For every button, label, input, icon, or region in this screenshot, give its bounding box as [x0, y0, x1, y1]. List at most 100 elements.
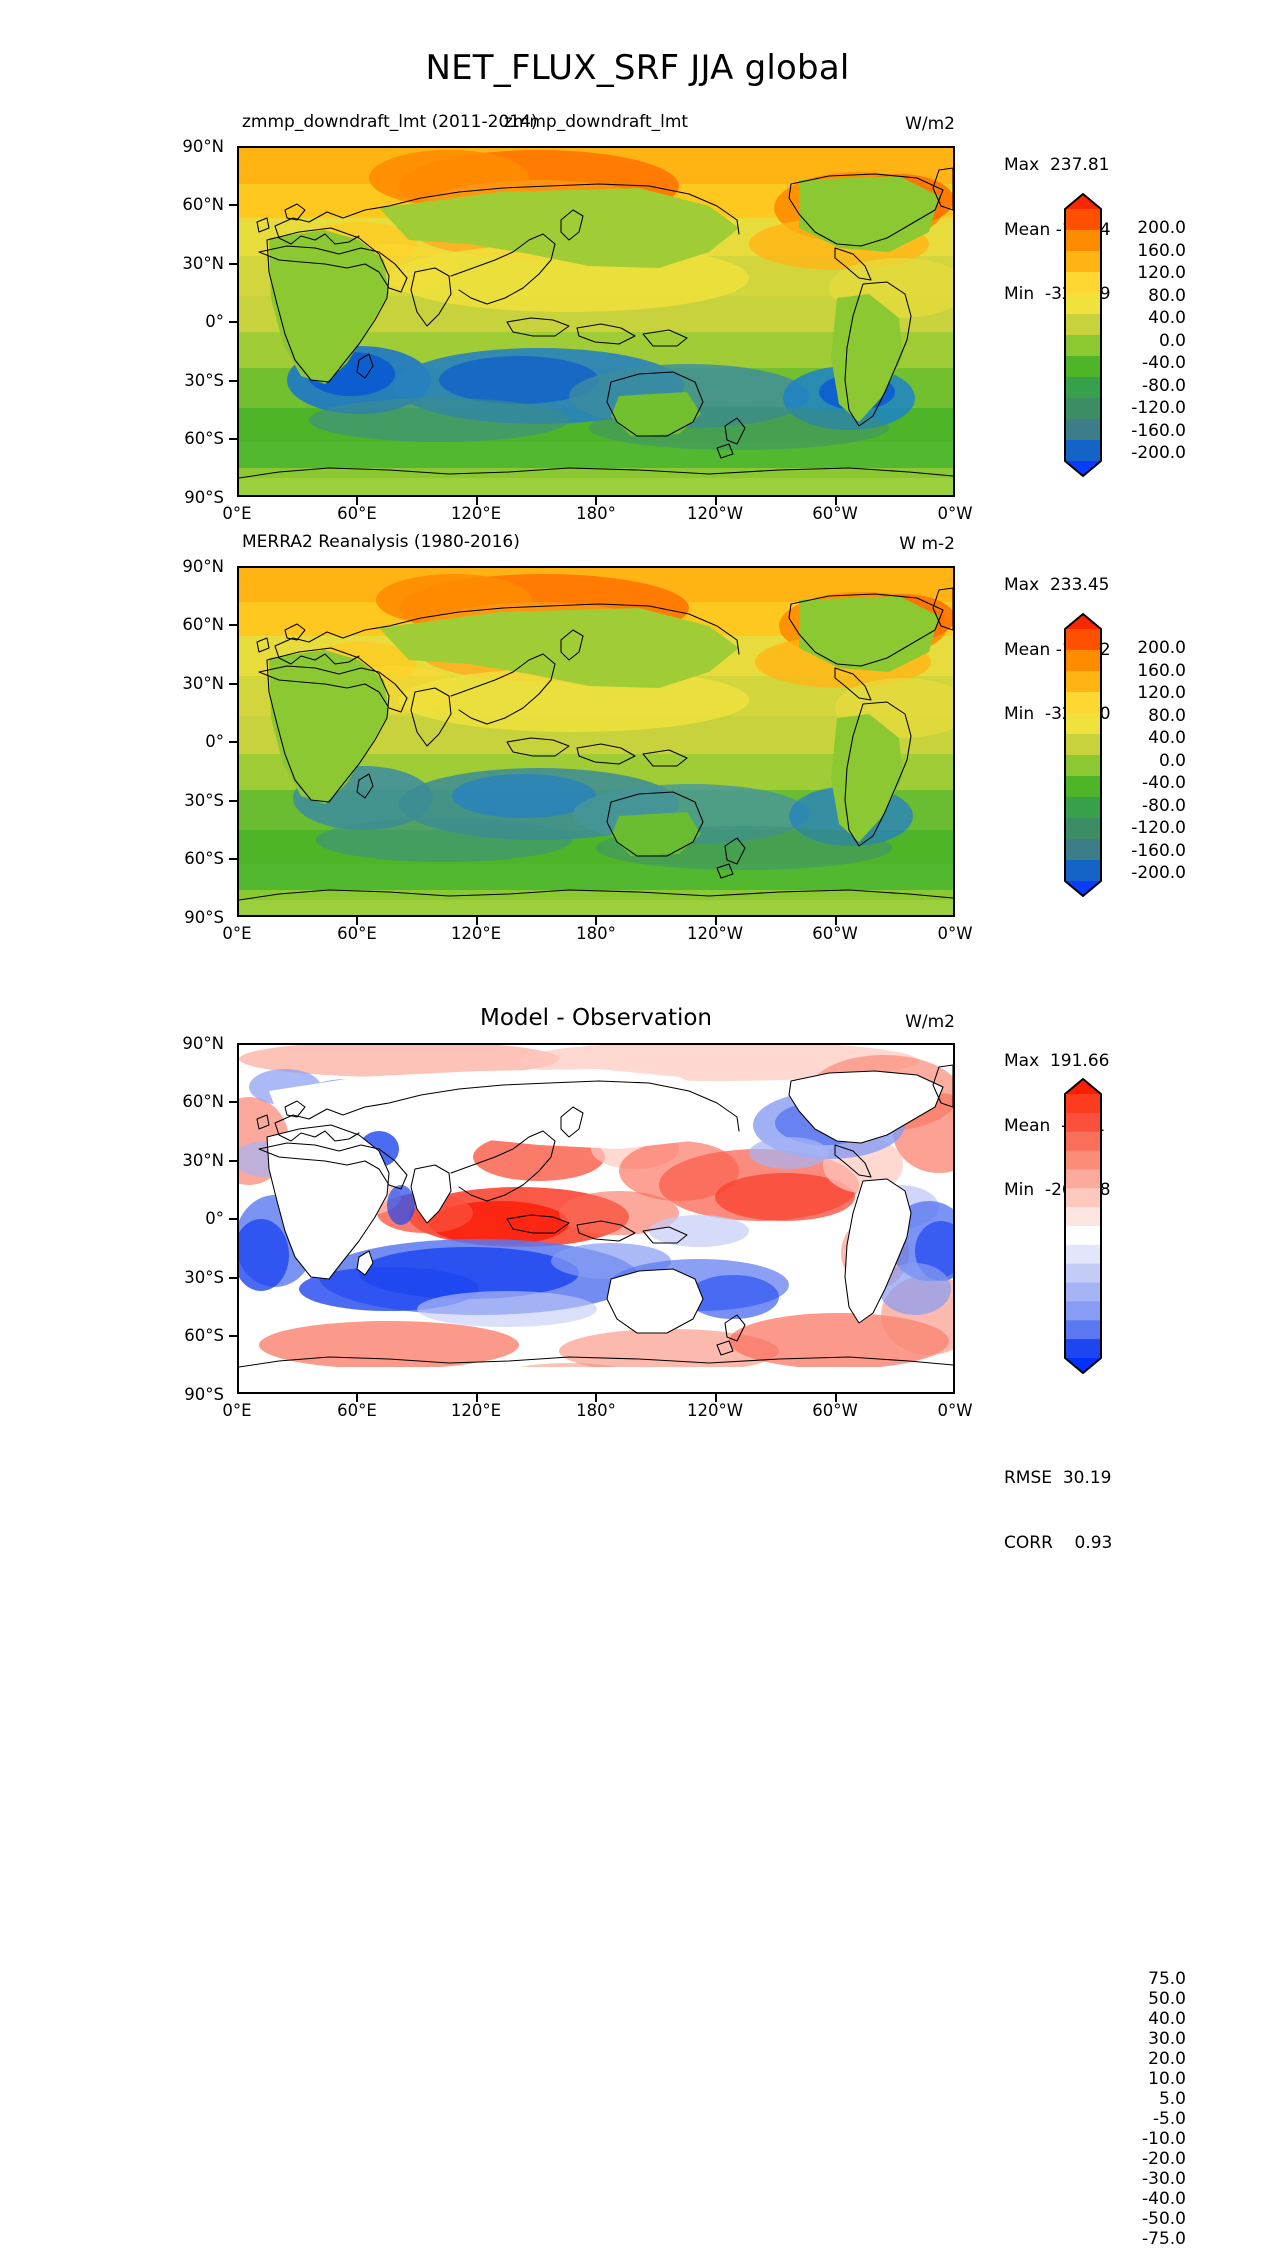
stat-max-label: Max — [1004, 1051, 1040, 1071]
xtick-label: 0°E — [222, 924, 252, 943]
stat-max-row: Max 237.81 — [1004, 155, 1111, 177]
ytick-mark — [229, 1277, 237, 1279]
figure-canvas: NET_FLUX_SRF JJA global zmmp_downdraft_l… — [182, 48, 1186, 2249]
ytick-label: 90°S — [184, 1385, 224, 1404]
stat-max-value: 233.45 — [1049, 575, 1110, 595]
cbar-tick: -20.0 — [1142, 2149, 1186, 2169]
stat-mean-label: Mean — [1004, 639, 1051, 660]
ytick-mark — [229, 1218, 237, 1220]
cbar-tick: -40.0 — [1142, 773, 1186, 793]
ytick-label: 30°N — [182, 674, 224, 693]
panel-header-center-difference: Model - Observation — [479, 1005, 713, 1031]
xtick-label: 180° — [576, 1401, 616, 1420]
xtick-label: 0°W — [937, 924, 973, 943]
stat-max-value: 191.66 — [1049, 1051, 1110, 1071]
page-title: NET_FLUX_SRF JJA global — [425, 48, 850, 88]
xtick-mark — [835, 1394, 837, 1402]
ytick-label: 0° — [205, 1209, 224, 1228]
cbar-tick: -50.0 — [1142, 2209, 1186, 2229]
xtick-label: 120°W — [686, 1401, 744, 1420]
cbar-tick: 10.0 — [1148, 2069, 1186, 2089]
ytick-label: 30°S — [184, 371, 224, 390]
map-model[interactable] — [237, 146, 955, 497]
stat-max-value: 237.81 — [1049, 155, 1110, 175]
rmse-label: RMSE — [1004, 1468, 1053, 1488]
panel-header-left-observation: MERRA2 Reanalysis (1980-2016) — [242, 532, 520, 552]
ytick-label: 60°S — [184, 1326, 224, 1345]
cbar-tick: 0.0 — [1158, 751, 1186, 771]
xtick-label: 120°W — [686, 924, 744, 943]
cbar-tick: 120.0 — [1137, 683, 1186, 703]
ytick-label: 90°N — [182, 557, 224, 576]
cbar-tick: 160.0 — [1137, 241, 1186, 261]
xtick-mark — [595, 1394, 597, 1402]
cbar-tick: 40.0 — [1148, 728, 1186, 748]
corr-label: CORR — [1004, 1532, 1053, 1553]
ytick-label: 90°S — [184, 488, 224, 507]
cbar-tick: -120.0 — [1131, 398, 1186, 418]
cbar-tick: 160.0 — [1137, 661, 1186, 681]
cbar-tick: 200.0 — [1137, 638, 1186, 658]
rmse-value: 30.19 — [1062, 1468, 1112, 1488]
xtick-mark — [476, 917, 478, 925]
stat-min-label: Min — [1004, 1180, 1035, 1200]
cbar-tick: -80.0 — [1142, 376, 1186, 396]
map-difference[interactable] — [237, 1043, 955, 1394]
stat-max-row: Max 233.45 — [1004, 575, 1111, 597]
xtick-mark — [476, 497, 478, 505]
xtick-mark — [356, 917, 358, 925]
colorbar-swatch-model — [1064, 193, 1102, 477]
cbar-tick: -160.0 — [1131, 421, 1186, 441]
ytick-label: 30°N — [182, 1151, 224, 1170]
cbar-tick: 40.0 — [1148, 308, 1186, 328]
ytick-label: 90°S — [184, 908, 224, 927]
xtick-mark — [356, 497, 358, 505]
cbar-tick: -10.0 — [1142, 2129, 1186, 2149]
cbar-tick: 200.0 — [1137, 218, 1186, 238]
xtick-mark — [715, 917, 717, 925]
ytick-label: 30°N — [182, 254, 224, 273]
cbar-tick: -80.0 — [1142, 796, 1186, 816]
colorbar-difference[interactable] — [1062, 1077, 1104, 1375]
panel-header-left-model: zmmp_downdraft_lmt (2011-2014) — [242, 112, 538, 132]
panel-units-observation: W m-2 — [899, 534, 955, 554]
cbar-tick: -160.0 — [1131, 841, 1186, 861]
colorbar-model[interactable] — [1062, 192, 1104, 478]
stat-max-label: Max — [1004, 155, 1040, 175]
xtick-mark — [835, 497, 837, 505]
ytick-mark — [229, 1335, 237, 1337]
ytick-mark — [229, 263, 237, 265]
ytick-mark — [229, 683, 237, 685]
xtick-label: 60°E — [337, 924, 377, 943]
map-observation[interactable] — [237, 566, 955, 917]
xtick-label: 60°W — [812, 504, 858, 523]
stat-max-label: Max — [1004, 575, 1040, 595]
ytick-label: 0° — [205, 312, 224, 331]
colorbar-observation[interactable] — [1062, 612, 1104, 898]
colorbar-swatch-difference — [1064, 1078, 1102, 1374]
ytick-label: 90°N — [182, 1034, 224, 1053]
xtick-mark — [715, 1394, 717, 1402]
xtick-label: 60°W — [812, 924, 858, 943]
stat-mean-label: Mean — [1004, 219, 1051, 240]
ytick-mark — [229, 858, 237, 860]
cbar-tick: 30.0 — [1148, 2029, 1186, 2049]
cbar-tick: -75.0 — [1142, 2229, 1186, 2249]
xtick-mark — [715, 497, 717, 505]
cbar-tick: 50.0 — [1148, 1989, 1186, 2009]
cbar-tick: 0.0 — [1158, 331, 1186, 351]
cbar-tick: -30.0 — [1142, 2169, 1186, 2189]
xtick-mark — [476, 1394, 478, 1402]
cbar-tick: 80.0 — [1148, 706, 1186, 726]
xtick-label: 120°E — [450, 504, 502, 523]
ytick-label: 60°N — [182, 615, 224, 634]
cbar-tick: -200.0 — [1131, 863, 1186, 883]
ytick-label: 60°S — [184, 429, 224, 448]
xtick-label: 180° — [576, 924, 616, 943]
ytick-label: 60°S — [184, 849, 224, 868]
ytick-mark — [229, 800, 237, 802]
xtick-mark — [835, 917, 837, 925]
panel-units-model: W/m2 — [905, 114, 955, 134]
colorbar-swatch-observation — [1064, 613, 1102, 897]
ytick-label: 30°S — [184, 1268, 224, 1287]
